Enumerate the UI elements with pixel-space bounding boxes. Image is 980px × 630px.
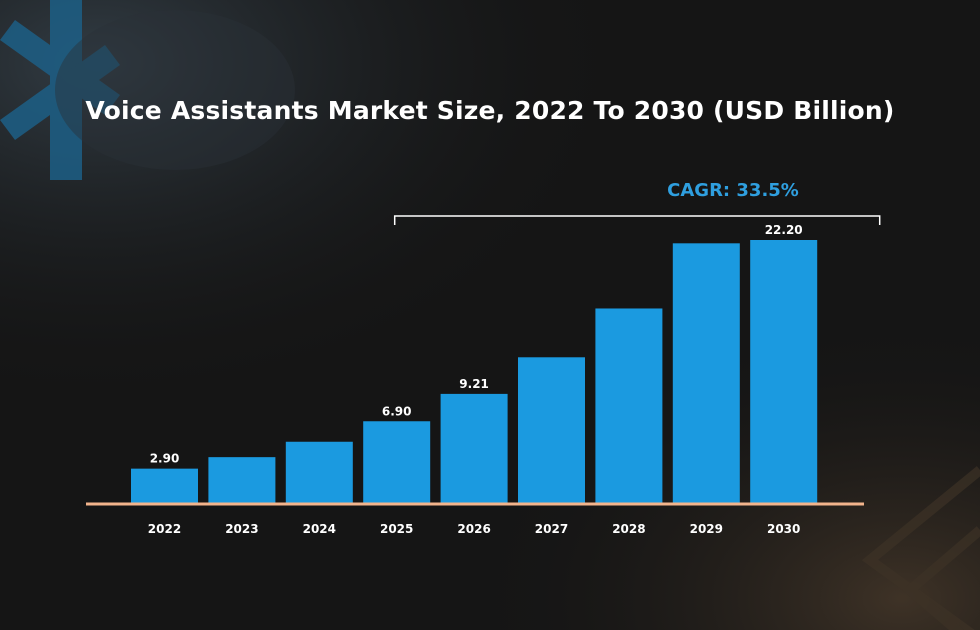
decorative-chevrons [861,466,980,630]
x-tick-label-2023: 2023 [225,522,258,536]
bar-2026 [440,393,508,503]
x-tick-label-2024: 2024 [303,522,336,536]
x-tick-label-2030: 2030 [767,522,800,536]
x-tick-label-2022: 2022 [148,522,181,536]
bar-2022 [131,468,198,503]
bar-2028 [595,308,663,503]
cagr-bracket [393,215,881,225]
decorative-orb [55,10,295,170]
x-tick-label-2028: 2028 [612,522,645,536]
data-label-2026: 9.21 [459,377,489,391]
bar-2029 [672,243,740,503]
chart-title: Voice Assistants Market Size, 2022 To 20… [85,96,895,125]
x-tick-label-2025: 2025 [380,522,413,536]
x-tick-label-2026: 2026 [457,522,490,536]
x-tick-label-2029: 2029 [690,522,723,536]
decorative-asterisk-icon [0,0,120,180]
bar-2025 [363,421,431,503]
data-label-2025: 6.90 [382,404,412,418]
cagr-annotation: CAGR: 33.5% [667,180,799,201]
x-tick-label-2027: 2027 [535,522,568,536]
bar-2023 [208,457,276,503]
data-label-2022: 2.90 [150,452,180,466]
bar-2024 [285,441,353,503]
bar-2027 [518,357,585,503]
data-label-2030: 22.20 [765,223,803,237]
bar-2030 [750,240,818,503]
